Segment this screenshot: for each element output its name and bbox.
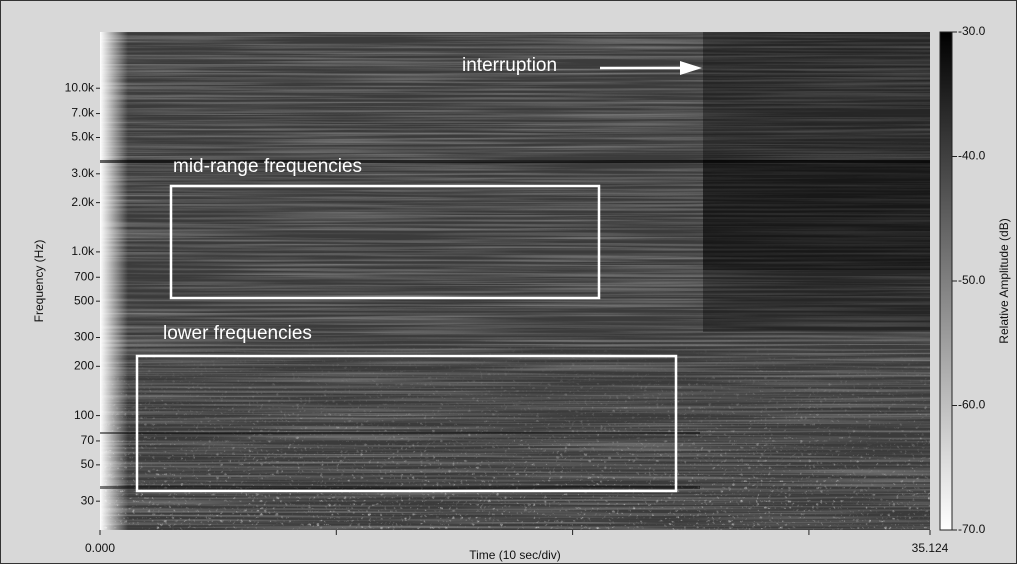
y-tick-label: 700	[74, 269, 94, 283]
y-tick-label: 10.0k	[65, 80, 95, 94]
y-tick-label: 2.0k	[71, 195, 95, 209]
y-tick-label: 300	[74, 330, 94, 344]
x-tick-label: 35.124	[912, 541, 949, 555]
y-tick-label: 70	[81, 433, 95, 447]
colorbar-tick-label: -50.0	[958, 273, 986, 287]
y-tick-label: 1.0k	[71, 244, 95, 258]
spectrogram-image	[100, 32, 930, 530]
y-tick-label: 100	[74, 408, 94, 422]
annotation: interruption	[462, 55, 557, 76]
y-tick-label: 200	[74, 358, 94, 372]
annotation: mid-range frequencies	[173, 156, 362, 177]
chart: interruption mid-range frequencies lower…	[0, 0, 1017, 564]
colorbar-tick-label: -40.0	[958, 149, 986, 163]
y-tick-label: 30	[81, 493, 95, 507]
y-tick-label: 5.0k	[71, 130, 95, 144]
annotation: lower frequencies	[163, 323, 312, 344]
y-tick-label: 50	[81, 457, 95, 471]
colorbar-tick-label: -60.0	[958, 398, 986, 412]
colorbar-title: Relative Amplitude (dB)	[997, 218, 1011, 343]
x-axis-title: Time (10 sec/div)	[469, 548, 561, 562]
y-axis-title: Frequency (Hz)	[32, 240, 46, 323]
colorbar-tick-label: -30.0	[958, 24, 986, 38]
x-tick-label: 0.000	[85, 541, 115, 555]
y-tick-label: 3.0k	[71, 166, 95, 180]
y-tick-label: 500	[74, 293, 94, 307]
colorbar-tick-label: -70.0	[958, 522, 986, 536]
y-tick-label: 7.0k	[71, 106, 95, 120]
colorbar	[940, 32, 952, 530]
